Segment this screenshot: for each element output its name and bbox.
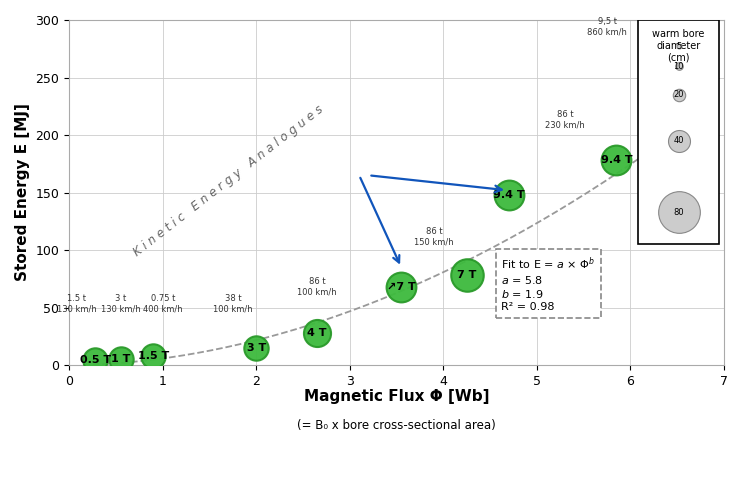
Text: 3 T: 3 T <box>247 343 266 353</box>
Text: 9.4 T: 9.4 T <box>493 190 525 200</box>
Bar <box>638 20 719 244</box>
Point <box>611 157 623 164</box>
Text: 1.5 T: 1.5 T <box>137 351 169 361</box>
Text: 86 t
150 km/h: 86 t 150 km/h <box>414 227 454 247</box>
Point <box>89 357 101 365</box>
Text: 10: 10 <box>673 61 684 70</box>
Text: 0.5 T: 0.5 T <box>80 355 111 365</box>
Point <box>147 352 159 360</box>
Text: 10.5 T: 10.5 T <box>643 55 683 65</box>
Text: 0.75 t
400 km/h: 0.75 t 400 km/h <box>143 294 183 313</box>
Text: 1 T: 1 T <box>111 354 130 365</box>
Point <box>250 344 262 352</box>
Point <box>461 272 473 279</box>
Point <box>311 329 323 337</box>
Point <box>672 137 684 145</box>
Text: 5: 5 <box>676 42 681 51</box>
Text: 1.5 t
130 km/h: 1.5 t 130 km/h <box>56 294 97 313</box>
Point <box>114 355 126 363</box>
Point <box>672 91 684 99</box>
X-axis label: Magnetic Flux Φ [Wb]: Magnetic Flux Φ [Wb] <box>304 389 490 404</box>
Text: Fit to E = $a$ × $Φ^b$
$a$ = 5.8
$b$ = 1.9
R² = 0.98: Fit to E = $a$ × $Φ^b$ $a$ = 5.8 $b$ = 1… <box>502 256 595 312</box>
Point <box>395 283 407 291</box>
Text: 7 T: 7 T <box>457 270 476 280</box>
Text: warm bore
diameter
(cm): warm bore diameter (cm) <box>652 29 705 62</box>
Text: 80: 80 <box>673 207 684 217</box>
Point <box>672 208 684 216</box>
Text: 9,5 t
860 km/h: 9,5 t 860 km/h <box>587 17 627 36</box>
Text: 4 T: 4 T <box>308 328 327 338</box>
Text: 3 t
130 km/h: 3 t 130 km/h <box>101 294 140 313</box>
Text: K i n e t i c   E n e r g y   A n a l o g u e s: K i n e t i c E n e r g y A n a l o g u … <box>131 103 325 259</box>
Text: 86 t
230 km/h: 86 t 230 km/h <box>545 110 585 129</box>
Point <box>658 57 669 64</box>
Text: 20: 20 <box>673 90 684 99</box>
Point <box>672 62 684 70</box>
Text: 86 t
100 km/h: 86 t 100 km/h <box>297 277 337 296</box>
Text: 38 t
100 km/h: 38 t 100 km/h <box>213 294 253 313</box>
Point <box>503 191 515 199</box>
Text: 9.4 T: 9.4 T <box>600 155 632 165</box>
Text: ↗7 T: ↗7 T <box>387 282 415 292</box>
Text: 40: 40 <box>673 137 684 145</box>
Text: (= B₀ x bore cross-sectional area): (= B₀ x bore cross-sectional area) <box>297 419 496 432</box>
Y-axis label: Stored Energy E [MJ]: Stored Energy E [MJ] <box>15 103 30 282</box>
Point <box>672 43 684 50</box>
